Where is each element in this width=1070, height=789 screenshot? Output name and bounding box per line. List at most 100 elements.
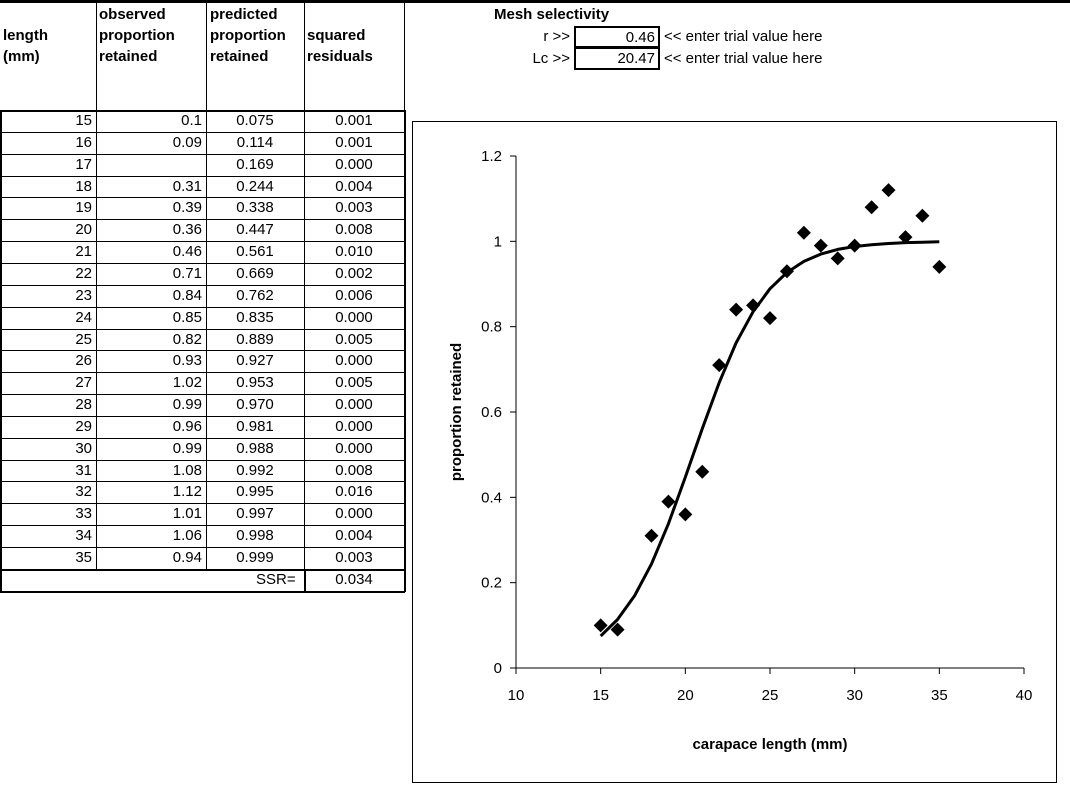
table-cell-observed: 1.02: [172, 374, 202, 392]
header-divider: [96, 3, 97, 110]
x-tick-label: 30: [846, 687, 863, 704]
table-cell-squared: 0.004: [335, 177, 373, 195]
row-divider: [0, 350, 405, 351]
x-tick-label: 40: [1016, 687, 1033, 704]
table-cell-predicted: 0.114: [236, 133, 274, 151]
data-point: [779, 264, 794, 279]
data-point: [644, 528, 659, 543]
table-cell-length: 15: [75, 112, 92, 129]
table-cell-squared: 0.016: [335, 483, 373, 501]
y-tick-label: 0: [494, 660, 502, 677]
row-divider: [0, 372, 405, 373]
x-tick-label: 20: [677, 687, 694, 704]
header-length-line2: (mm): [3, 48, 40, 65]
table-cell-predicted: 0.244: [236, 177, 274, 195]
table-cell-predicted: 0.927: [236, 352, 274, 370]
row-divider: [0, 176, 405, 177]
table-cell-predicted: 0.835: [236, 308, 274, 326]
table-cell-length: 28: [75, 396, 92, 414]
lc-label: Lc >>: [532, 50, 570, 67]
row-divider: [0, 569, 405, 571]
table-cell-length: 22: [75, 264, 92, 282]
table-cell-length: 33: [75, 505, 92, 523]
data-point: [763, 311, 777, 326]
data-point: [881, 183, 896, 198]
column-divider: [404, 568, 406, 592]
x-tick-label: 10: [508, 687, 525, 704]
data-point: [898, 230, 913, 245]
table-cell-observed: 1.01: [172, 505, 202, 523]
header-length: length (mm): [3, 4, 48, 67]
row-divider: [0, 110, 405, 112]
row-divider: [0, 285, 405, 286]
table-cell-predicted: 0.953: [236, 374, 274, 392]
table-cell-squared: 0.010: [335, 243, 373, 261]
table-cell-predicted: 0.998: [236, 527, 274, 545]
header-squared-line2: residuals: [307, 48, 373, 65]
table-cell-observed: 0.1: [181, 112, 202, 129]
data-point: [830, 251, 845, 266]
table-cell-observed: 0.96: [172, 417, 202, 435]
table-cell-observed: 0.94: [172, 549, 202, 566]
table-cell-observed: 0.99: [172, 396, 202, 414]
r-label: r >>: [543, 28, 570, 45]
data-point: [678, 507, 693, 522]
x-tick-label: 35: [931, 687, 948, 704]
lc-input[interactable]: 20.47: [574, 47, 660, 70]
table-cell-squared: 0.003: [335, 199, 373, 217]
header-predicted-line3: retained: [210, 48, 269, 65]
y-tick-label: 0.8: [481, 319, 502, 336]
table-cell-predicted: 0.970: [236, 396, 274, 414]
table-cell-squared: 0.000: [335, 439, 373, 457]
y-tick-label: 1.2: [481, 148, 502, 165]
table-cell-observed: 0.36: [172, 221, 202, 239]
x-tick-label: 15: [592, 687, 609, 704]
table-cell-predicted: 0.075: [236, 112, 274, 129]
row-divider: [0, 503, 405, 504]
row-divider: [0, 241, 405, 242]
row-divider: [0, 132, 405, 133]
row-divider: [0, 591, 405, 593]
table-cell-length: 27: [75, 374, 92, 392]
table-cell-length: 16: [75, 133, 92, 151]
table-cell-squared: 0.008: [335, 461, 373, 479]
table-cell-observed: 0.85: [172, 308, 202, 326]
table-cell-predicted: 0.169: [236, 155, 274, 173]
table-cell-length: 18: [75, 177, 92, 195]
table-cell-squared: 0.008: [335, 221, 373, 239]
row-divider: [0, 547, 405, 548]
column-divider: [404, 110, 406, 569]
table-cell-squared: 0.001: [335, 133, 373, 151]
column-divider: [304, 110, 305, 569]
header-observed-line3: retained: [99, 48, 158, 65]
table-cell-length: 21: [75, 243, 92, 261]
table-cell-observed: 1.08: [172, 461, 202, 479]
table-cell-observed: 0.99: [172, 439, 202, 457]
y-tick-label: 0.6: [481, 404, 502, 421]
table-cell-predicted: 0.981: [236, 417, 274, 435]
table-cell-squared: 0.005: [335, 330, 373, 348]
table-cell-observed: 0.09: [172, 133, 202, 151]
table-cell-squared: 0.000: [335, 396, 373, 414]
header-observed-line2: proportion: [99, 27, 175, 44]
ssr-value: 0.034: [335, 570, 373, 588]
table-cell-squared: 0.000: [335, 155, 373, 173]
table-cell-predicted: 0.669: [236, 264, 274, 282]
ssr-label: SSR=: [256, 570, 296, 588]
row-divider: [0, 329, 405, 330]
table-cell-predicted: 0.999: [236, 549, 274, 566]
header-divider: [404, 3, 405, 110]
data-point: [813, 238, 828, 253]
y-tick-label: 0.4: [481, 489, 502, 506]
table-cell-observed: 0.84: [172, 286, 202, 304]
data-point: [864, 200, 879, 215]
data-point: [712, 358, 727, 373]
table-cell-length: 24: [75, 308, 92, 326]
table-cell-squared: 0.000: [335, 417, 373, 435]
header-divider: [304, 3, 305, 110]
table-cell-length: 34: [75, 527, 92, 545]
data-point: [593, 618, 608, 633]
table-cell-squared: 0.001: [335, 112, 373, 129]
row-divider: [0, 307, 405, 308]
